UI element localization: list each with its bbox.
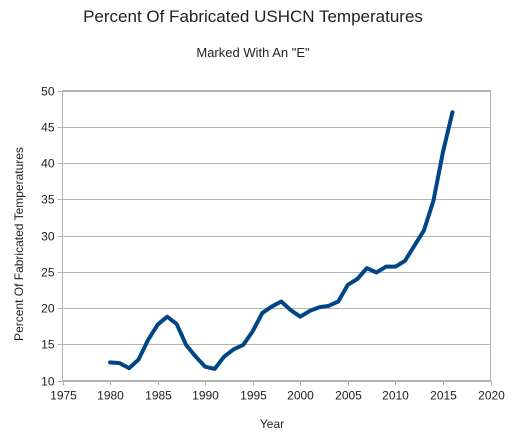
data-point xyxy=(394,266,396,268)
data-point xyxy=(280,300,282,302)
x-tick-label: 1990 xyxy=(192,389,219,403)
data-point xyxy=(252,330,254,332)
data-point xyxy=(337,300,339,302)
data-point xyxy=(347,284,349,286)
data-point xyxy=(147,339,149,341)
data-series-line xyxy=(108,110,455,371)
data-point xyxy=(356,278,358,280)
chart-title: Percent Of Fabricated USHCN Temperatures xyxy=(83,7,423,26)
y-tick-label: 30 xyxy=(41,230,55,244)
x-tick-label: 1975 xyxy=(50,389,77,403)
data-point xyxy=(185,344,187,346)
data-point xyxy=(309,310,311,312)
y-axis: 10 15 20 25 30 35 40 45 50 xyxy=(41,85,63,389)
data-point xyxy=(166,316,168,318)
x-tick-label: 2010 xyxy=(382,389,409,403)
data-point xyxy=(328,305,330,307)
data-point xyxy=(261,312,263,314)
grid-lines xyxy=(62,91,491,382)
data-point xyxy=(413,245,415,247)
x-tick-label: 1980 xyxy=(97,389,124,403)
data-point xyxy=(451,111,453,113)
data-point xyxy=(385,266,387,268)
x-tick-label: 2005 xyxy=(335,389,362,403)
data-point xyxy=(204,366,206,368)
y-axis-label: Percent Of Fabricated Temperatures xyxy=(12,147,26,341)
y-tick-label: 45 xyxy=(41,121,55,135)
y-tick-label: 35 xyxy=(41,193,55,207)
data-point xyxy=(138,358,140,360)
data-point xyxy=(404,260,406,262)
y-tick-label: 25 xyxy=(41,266,55,280)
data-point xyxy=(442,151,444,153)
data-point xyxy=(233,348,235,350)
data-point xyxy=(271,306,273,308)
data-point xyxy=(242,344,244,346)
data-point xyxy=(157,324,159,326)
data-point xyxy=(119,362,121,364)
data-point xyxy=(299,316,301,318)
data-point xyxy=(366,267,368,269)
y-tick-label: 50 xyxy=(41,85,55,99)
data-point xyxy=(290,309,292,311)
data-point xyxy=(109,361,111,363)
y-tick-label: 15 xyxy=(41,338,55,352)
y-tick-label: 20 xyxy=(41,302,55,316)
data-point xyxy=(318,306,320,308)
data-point xyxy=(195,356,197,358)
x-tick-label: 1985 xyxy=(145,389,172,403)
data-point xyxy=(432,200,434,202)
x-tick-label: 2000 xyxy=(287,389,314,403)
y-tick-label: 10 xyxy=(41,375,55,389)
series-group xyxy=(108,110,455,371)
x-axis: 1975 1980 1985 1990 1995 2000 2005 2010 2015 2020 xyxy=(50,380,505,403)
chart-subtitle: Marked With An "E" xyxy=(196,45,310,60)
y-tick-label: 40 xyxy=(41,157,55,171)
data-point xyxy=(176,323,178,325)
data-point xyxy=(214,368,216,370)
data-point xyxy=(423,229,425,231)
x-tick-label: 2015 xyxy=(430,389,457,403)
plot-area-frame xyxy=(62,90,491,381)
x-axis-label: Year xyxy=(260,417,284,431)
data-point xyxy=(223,356,225,358)
data-point xyxy=(375,271,377,273)
data-point xyxy=(128,367,130,369)
x-tick-label: 1995 xyxy=(240,389,267,403)
x-tick-label: 2020 xyxy=(478,389,505,403)
